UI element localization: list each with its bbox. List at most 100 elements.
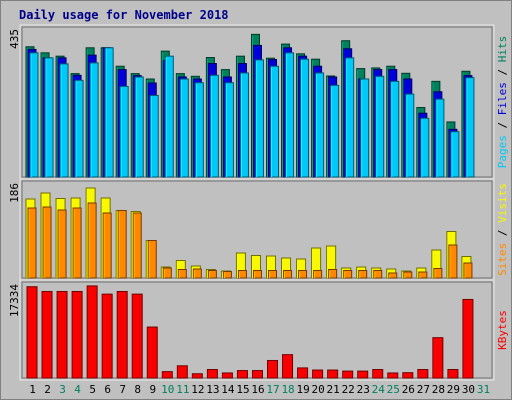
panel-1-bar-pages-day-5	[89, 62, 99, 178]
panel-1-bar-pages-day-11	[179, 78, 189, 178]
bar-body	[194, 82, 204, 178]
panel-1-bar-pages-day-8	[134, 76, 144, 178]
x-tick-label-day-17: 17	[266, 383, 279, 396]
panel-1-bar-pages-day-10	[164, 55, 174, 178]
panel-2-bar-sites-day-20	[313, 270, 323, 279]
x-axis-labels: 1 2 3 4 5 6 7 8 9 10 11 12 13 14 15 16 17 18 19 20 21 22 23 24 2…	[29, 383, 490, 396]
bar-body	[252, 270, 262, 279]
panel-1-bar-pages-day-23	[360, 78, 370, 178]
x-tick-label-day-27: 27	[417, 383, 430, 396]
panel-2-bar-sites-day-19	[298, 270, 308, 279]
bar-body	[147, 240, 157, 279]
panel-3-bar-kbytes-day-7	[116, 290, 128, 379]
bar-body	[268, 270, 278, 279]
bar-body	[254, 59, 264, 178]
x-tick-label-day-21: 21	[327, 383, 340, 396]
bar-body	[372, 369, 384, 379]
bar-body	[420, 117, 430, 178]
bar-body	[462, 298, 474, 379]
panel-2-bar-sites-day-30	[463, 262, 473, 279]
panel-1-legend-pages: Pages	[496, 135, 509, 168]
x-tick-label-day-22: 22	[342, 383, 355, 396]
bar-body	[387, 372, 399, 379]
panel-3-legend: KBytes	[496, 310, 509, 350]
bar-body	[41, 290, 53, 379]
panel-3-bar-kbytes-day-15	[236, 370, 248, 379]
x-tick-label-day-29: 29	[447, 383, 460, 396]
panel-2-bar-sites-day-12	[192, 268, 202, 279]
bar-body	[465, 77, 475, 178]
x-tick-label-day-28: 28	[432, 383, 445, 396]
bar-body	[373, 270, 383, 279]
bar-body	[282, 354, 294, 379]
x-tick-label-day-5: 5	[89, 383, 96, 396]
panel-2-bar-sites-day-24	[373, 270, 383, 279]
panel-1-bar-pages-day-15	[239, 72, 249, 178]
bar-body	[251, 370, 263, 379]
panel-3-bar-kbytes-day-13	[206, 369, 218, 379]
bar-body	[27, 207, 37, 279]
bar-body	[388, 272, 398, 279]
bar-body	[209, 74, 219, 178]
bar-body	[71, 290, 83, 379]
bar-body	[285, 52, 295, 178]
bar-body	[448, 244, 458, 279]
x-tick-label-day-11: 11	[176, 383, 189, 396]
bar-body	[149, 94, 159, 178]
bar-body	[131, 293, 143, 379]
panel-2-bar-sites-day-27	[418, 271, 428, 279]
bar-body	[345, 57, 355, 178]
x-tick-label-day-24: 24	[372, 383, 386, 396]
panel-1-bar-pages-day-17	[270, 65, 280, 178]
panel-1-bar-pages-day-22	[345, 57, 355, 178]
panel-2-max-label: 186	[8, 183, 21, 203]
panel-1-legend: Pages / Files / Hits	[496, 36, 509, 169]
bar-body	[300, 58, 310, 178]
bar-body	[206, 369, 218, 379]
panel-1-bar-pages-day-19	[300, 58, 310, 178]
panel-2-bar-sites-day-1	[27, 207, 37, 279]
panel-2-bar-sites-day-23	[358, 270, 368, 279]
bar-body	[101, 293, 113, 379]
bar-body	[192, 268, 202, 279]
panel-3-bar-kbytes-day-8	[131, 293, 143, 379]
bar-body	[102, 212, 112, 279]
bar-body	[417, 369, 429, 379]
panel-3-bar-kbytes-day-2	[41, 290, 53, 379]
panel-3-bar-kbytes-day-24	[372, 369, 384, 379]
panel-1-bar-pages-day-16	[254, 59, 264, 178]
x-tick-label-day-6: 6	[104, 383, 111, 396]
panel-1-bar-pages-day-1	[29, 52, 39, 178]
bar-body	[86, 285, 98, 379]
panel-2-bar-sites-day-5	[87, 202, 97, 279]
bar-body	[239, 72, 249, 178]
bar-body	[450, 131, 460, 178]
x-tick-label-day-14: 14	[221, 383, 235, 396]
panel-2-bar-sites-day-25	[388, 272, 398, 279]
bar-body	[72, 207, 82, 279]
panel-2-bar-sites-day-18	[283, 270, 293, 279]
x-tick-label-day-4: 4	[74, 383, 81, 396]
panel-2-bar-sites-day-13	[207, 270, 217, 279]
panel-1-bar-pages-day-26	[405, 93, 415, 178]
bar-body	[146, 326, 158, 379]
panel-3-bar-kbytes-day-18	[282, 354, 294, 379]
panel-3-bar-kbytes-day-3	[56, 290, 68, 379]
panel-3-bar-kbytes-day-26	[402, 372, 414, 379]
x-tick-label-day-26: 26	[402, 383, 415, 396]
x-tick-label-day-10: 10	[161, 383, 174, 396]
bar-body	[343, 270, 353, 279]
bar-body	[357, 370, 369, 379]
panel-1-max-label: 435	[8, 29, 21, 49]
panel-1-bar-pages-day-7	[119, 85, 129, 178]
bar-body	[267, 359, 279, 379]
bar-body	[402, 372, 414, 379]
bar-body	[177, 269, 187, 279]
bar-body	[164, 55, 174, 178]
x-tick-label-day-19: 19	[296, 383, 309, 396]
bar-body	[221, 372, 233, 379]
panel-3-bar-kbytes-day-10	[161, 371, 173, 379]
panel-1-bar-pages-day-29	[450, 131, 460, 178]
panel-2-bar-sites-day-21	[328, 269, 338, 279]
